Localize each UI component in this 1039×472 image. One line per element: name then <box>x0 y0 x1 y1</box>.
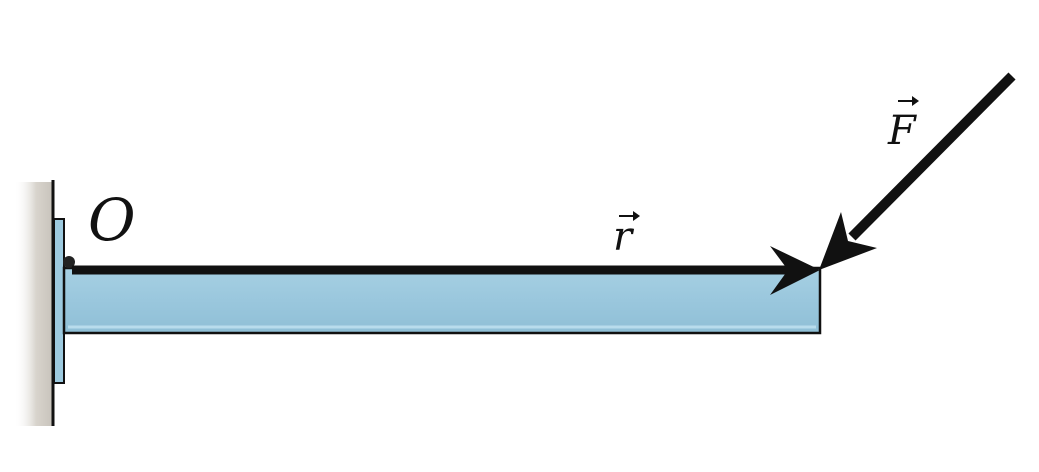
mounting-plate <box>53 218 65 384</box>
cantilever-beam <box>62 266 822 335</box>
vector-arrow-mark-F <box>898 96 919 106</box>
force-vector-F <box>819 72 1016 270</box>
position-vector-arrowhead <box>770 246 820 295</box>
vector-arrow-mark-r <box>619 211 640 221</box>
beam-body <box>62 266 822 335</box>
position-vector-r <box>72 246 820 295</box>
force-vector-shaft <box>848 72 1016 241</box>
origin-label: O <box>88 186 136 254</box>
origin-point <box>63 256 75 268</box>
wall-shadow <box>14 182 54 426</box>
force-vector-arrowhead <box>819 212 877 270</box>
position-vector-label: r <box>613 214 635 260</box>
force-vector-label: F <box>887 108 917 154</box>
wall <box>14 180 55 426</box>
force-vector-label-group: F <box>887 96 919 154</box>
position-vector-label-group: r <box>613 211 640 260</box>
